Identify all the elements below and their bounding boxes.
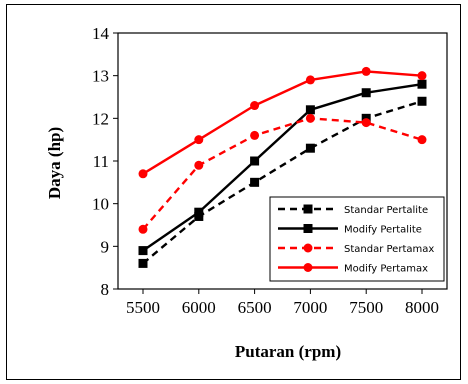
data-point	[361, 118, 371, 128]
data-point	[138, 258, 148, 268]
legend-label: Standar Pertamax	[344, 244, 434, 255]
data-point	[305, 113, 315, 123]
x-tick-label: 8000	[405, 298, 439, 317]
series-layer	[138, 66, 427, 268]
x-tick-label: 7000	[293, 298, 327, 317]
data-point	[194, 160, 204, 170]
data-point	[194, 207, 204, 217]
data-point	[250, 177, 260, 187]
legend-marker	[303, 243, 313, 253]
series-2	[138, 79, 427, 256]
y-tick-label: 8	[101, 280, 110, 299]
data-point	[250, 156, 260, 166]
x-tick-label: 5500	[126, 298, 160, 317]
legend-label: Modify Pertamax	[344, 264, 428, 275]
data-point	[250, 101, 260, 111]
y-tick-label: 13	[92, 67, 109, 86]
data-point	[305, 75, 315, 85]
legend-marker	[303, 263, 313, 272]
data-point	[250, 130, 260, 140]
series-line	[142, 83, 423, 252]
y-axis-label: Daya (hp)	[45, 127, 64, 199]
data-point	[417, 135, 427, 145]
x-tick-label: 7500	[349, 298, 383, 317]
y-tick-label: 14	[92, 24, 110, 43]
data-point	[138, 224, 148, 234]
data-point	[417, 79, 427, 89]
data-point	[417, 96, 427, 106]
series-3	[138, 113, 427, 234]
x-tick-label: 6000	[182, 298, 216, 317]
data-point	[417, 71, 427, 81]
series-line	[142, 100, 423, 265]
y-tick-label: 12	[92, 109, 109, 128]
x-tick-label: 6500	[238, 298, 272, 317]
data-point	[305, 143, 315, 153]
legend-marker	[303, 224, 313, 233]
y-tick-label: 11	[93, 152, 109, 171]
legend-label: Standar Pertalite	[344, 205, 428, 216]
data-point	[361, 88, 371, 98]
series-4	[138, 66, 427, 179]
x-axis-ticks: 5500 6000 6500 7000 7500 8000	[126, 289, 439, 317]
series-line	[142, 70, 423, 175]
y-tick-label: 9	[101, 237, 110, 256]
data-point	[361, 66, 371, 76]
y-axis-ticks: 8 9 10 11 12 13 14	[92, 24, 118, 299]
legend: Standar Pertalite Modify Pertalite Standar…	[269, 196, 445, 282]
legend-label: Modify Pertalite	[344, 225, 422, 236]
data-point	[138, 246, 148, 256]
x-axis-label: Putaran (rpm)	[235, 342, 341, 361]
data-point	[305, 105, 315, 115]
legend-marker	[303, 204, 313, 214]
y-tick-label: 10	[92, 195, 109, 214]
data-point	[138, 169, 148, 179]
chart-frame	[6, 4, 461, 380]
data-point	[194, 135, 204, 145]
